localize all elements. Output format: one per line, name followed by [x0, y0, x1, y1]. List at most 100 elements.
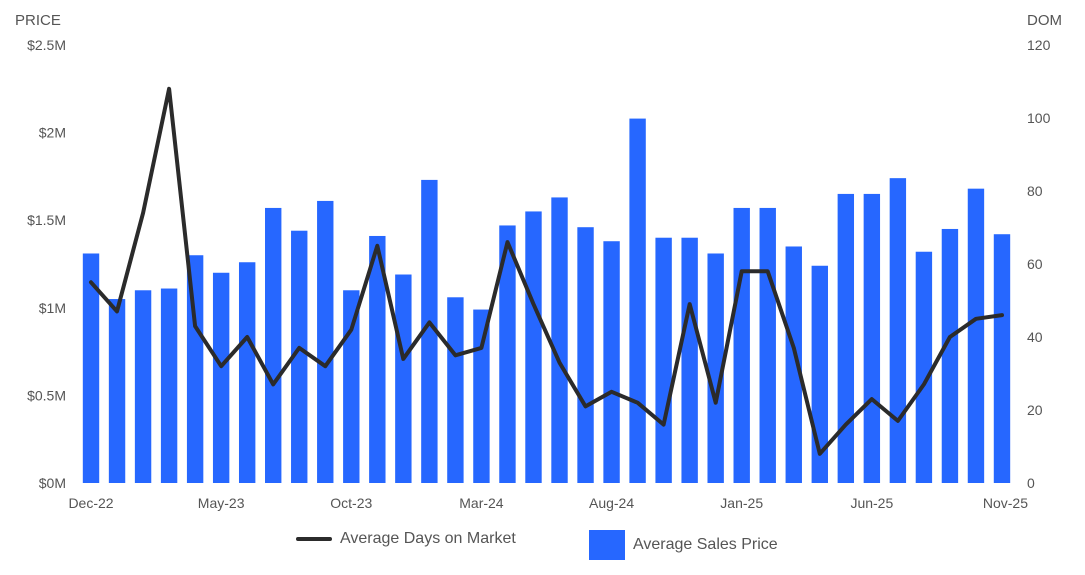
bar [967, 188, 985, 483]
line-point [90, 281, 92, 283]
line-point [923, 383, 925, 385]
bar [525, 211, 542, 483]
right-tick-label: 80 [1027, 183, 1043, 199]
bar [733, 207, 750, 483]
left-tick-label: $1M [39, 300, 66, 316]
bar [863, 193, 881, 484]
right-tick-label: 60 [1027, 256, 1043, 272]
bar [707, 253, 724, 483]
left-tick-label: $1.5M [27, 212, 66, 228]
line-point [637, 402, 639, 404]
right-tick-label: 40 [1027, 329, 1043, 345]
bar [212, 272, 230, 483]
x-tick-label: Oct-23 [330, 495, 372, 511]
bar [395, 274, 412, 483]
x-tick-label: Jan-25 [720, 495, 763, 511]
bar [551, 197, 568, 483]
right-tick-label: 120 [1027, 37, 1051, 53]
bar [681, 237, 698, 483]
legend-item-days-on-market: Average Days on Market [296, 530, 516, 548]
bar [421, 179, 438, 484]
left-axis: $0M $0.5M $1M $1.5M $2M $2.5M [27, 37, 66, 491]
line-point [220, 365, 222, 367]
bar [134, 290, 152, 483]
bar-series [82, 118, 1011, 484]
line-point [402, 358, 404, 360]
line-point [116, 310, 118, 312]
bar [915, 251, 933, 483]
left-tick-label: $0.5M [27, 387, 66, 403]
line-series [89, 86, 1004, 456]
x-tick-label: Nov-25 [983, 495, 1028, 511]
legend-label: Average Days on Market [340, 530, 516, 547]
bar [655, 237, 672, 483]
right-axis-title: DOM [1027, 12, 1062, 29]
right-tick-label: 0 [1027, 475, 1035, 491]
legend-item-sales-price: Average Sales Price [589, 530, 778, 560]
line-point [871, 398, 873, 400]
x-axis: Dec-22 May-23 Oct-23 Mar-24 Aug-24 Jan-25 Jun-… [68, 495, 1028, 511]
line-point [767, 270, 769, 272]
line-point [246, 336, 248, 338]
line-point [559, 362, 561, 364]
x-tick-label: Dec-22 [68, 495, 113, 511]
left-tick-label: $0M [39, 475, 66, 491]
x-tick-label: May-23 [198, 495, 245, 511]
legend-bar-swatch [589, 530, 625, 560]
x-tick-label: Aug-24 [589, 495, 634, 511]
x-tick-label: Jun-25 [850, 495, 893, 511]
right-tick-label: 20 [1027, 402, 1043, 418]
line-point [272, 383, 274, 385]
right-axis: 0 20 40 60 80 100 120 [1027, 37, 1051, 491]
line-path [89, 86, 1004, 456]
bar [499, 225, 516, 483]
line-point [324, 365, 326, 367]
bar [238, 262, 256, 483]
line-point [663, 424, 665, 426]
bar [369, 235, 386, 483]
line-point [793, 347, 795, 349]
bar [629, 118, 646, 484]
bar [889, 178, 907, 484]
bar [265, 207, 282, 483]
line-point [1001, 314, 1003, 316]
line-point [168, 88, 170, 90]
bar [343, 290, 360, 483]
bar [291, 230, 308, 483]
line-point [428, 321, 430, 323]
bar [108, 299, 126, 483]
line-point [454, 354, 456, 356]
line-point [611, 391, 613, 393]
bar [447, 297, 464, 483]
bar [941, 228, 959, 483]
x-tick-label: Mar-24 [459, 495, 504, 511]
bar [993, 234, 1011, 483]
line-point [975, 318, 977, 320]
left-tick-label: $2.5M [27, 37, 66, 53]
line-point [741, 270, 743, 272]
line-point [350, 329, 352, 331]
line-point [819, 453, 821, 455]
bar [785, 246, 802, 483]
bar [603, 241, 620, 483]
right-tick-label: 100 [1027, 110, 1051, 126]
legend-label: Average Sales Price [633, 536, 778, 553]
legend: Average Days on Market Average Sales Pri… [0, 530, 1085, 560]
line-point [845, 424, 847, 426]
line-point [506, 241, 508, 243]
line-point [715, 402, 717, 404]
bar [577, 227, 594, 483]
bar [186, 255, 204, 483]
line-point [298, 347, 300, 349]
legend-line-swatch [296, 537, 332, 541]
line-point [376, 245, 378, 247]
line-point [897, 420, 899, 422]
line-point [689, 303, 691, 305]
bar [473, 309, 490, 483]
line-point [532, 303, 534, 305]
bar [837, 193, 855, 484]
bar [82, 253, 100, 483]
line-point [194, 325, 196, 327]
bar [160, 288, 178, 483]
